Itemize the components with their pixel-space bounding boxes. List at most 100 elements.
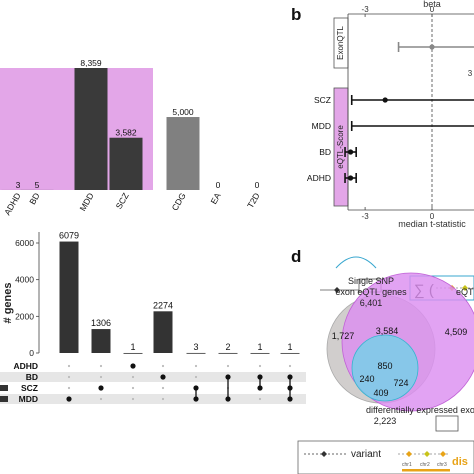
intersection-bar-6 (218, 352, 238, 354)
x-tick-t2d: T2D (245, 191, 262, 210)
top-tick-0: 0 (430, 5, 435, 14)
legend-small-label-1: chr1 (402, 462, 412, 468)
set-label-adhd: ADHD (13, 361, 38, 371)
venn-region-left-bottom: 240 (359, 374, 374, 384)
bar-label-cdg: 5,000 (172, 107, 194, 117)
x-tick-bd: BD (27, 191, 42, 206)
y-axis-title: # genes (2, 283, 14, 324)
bar-label-t2d: 0 (255, 180, 260, 190)
matrix-dot-7-adhd (258, 364, 262, 368)
venn-left-label-line2: exon eQTL genes (335, 287, 407, 297)
legend: variant chr1 chr2 chr3 dis (297, 440, 474, 474)
intersection-bar-7 (250, 352, 270, 354)
x-tick-mdd: MDD (77, 191, 95, 213)
venn-bottom-count: 2,223 (374, 416, 397, 426)
venn-bottom-label: differentially expressed exon g (366, 405, 474, 415)
x-axis-title-bottom: median t-statistic (398, 219, 466, 229)
row-label-adhd: ADHD (307, 173, 331, 183)
row-label-scz: SCZ (314, 95, 331, 105)
x-tick-scz: SCZ (114, 191, 131, 211)
venn-region-right-bottom: 724 (393, 378, 408, 388)
x-tick-cdg: CDG (170, 191, 188, 212)
intersection-label-8: 1 (287, 342, 292, 352)
y-tick-0: 0 (29, 348, 34, 358)
exon-box-bottom-icon (435, 415, 459, 432)
venn-right-label: eQT (456, 287, 474, 297)
strip-exonqtl-label: ExonQTL (336, 26, 345, 60)
y-tick-6000: 6000 (15, 238, 34, 248)
matrix-dot-7-mdd (258, 397, 262, 401)
top-tick--3: -3 (362, 5, 370, 14)
row-label-bd: BD (319, 147, 331, 157)
variant-diamond-icon (334, 287, 340, 293)
x-axis-title-top: beta (423, 0, 441, 9)
set-label-scz: SCZ (21, 383, 38, 393)
matrix-dot-2-adhd (99, 364, 103, 368)
point-estimate-2 (382, 97, 388, 103)
matrix-dot-6-adhd (226, 364, 230, 368)
intersection-bar-5 (186, 352, 206, 354)
intersection-bar-1 (59, 241, 79, 353)
intersection-bar-8 (280, 352, 300, 354)
exon-arc-icon (335, 256, 377, 269)
matrix-dot-4-bd (160, 374, 166, 380)
bar-label-mdd: 8,359 (80, 58, 102, 68)
panel-label-d: d (291, 247, 301, 266)
matrix-dot-3-adhd (130, 363, 136, 369)
venn-region-bottom-only: 409 (373, 388, 388, 398)
legend-orange-swatch (402, 469, 450, 472)
point-estimate-5 (348, 175, 354, 181)
legend-partial-label: dis (452, 456, 468, 468)
matrix-dot-3-bd (131, 375, 135, 379)
bar-label-ea: 0 (216, 180, 221, 190)
edge-tick-label: 3 (468, 69, 473, 78)
intersection-label-1: 6079 (59, 231, 79, 241)
row-label-mdd: MDD (312, 121, 331, 131)
bar-label-bd: 5 (35, 180, 40, 190)
bar-label-adhd: 3 (16, 180, 21, 190)
matrix-dot-4-scz (161, 386, 165, 390)
matrix-row-bd-shade (0, 372, 306, 382)
panel-label-b: b (291, 5, 301, 24)
venn-left-count: 6,401 (360, 298, 383, 308)
matrix-dot-8-adhd (288, 364, 292, 368)
intersection-bar-4 (153, 311, 173, 353)
bar-mdd (74, 68, 108, 190)
venn-region-right-only: 4,509 (445, 327, 468, 337)
venn-circle-bottom (351, 334, 419, 402)
y-tick-4000: 4000 (15, 275, 34, 285)
set-size-bar-mdd (0, 396, 8, 402)
matrix-dot-2-mdd (99, 397, 103, 401)
matrix-dot-1-scz (67, 386, 71, 390)
panel-d-venn-diagram: d ∑ ( Single SNP exon eQTL genes 6,401 e… (291, 247, 474, 432)
matrix-row-mdd-shade (0, 394, 306, 404)
set-size-bar-scz (0, 385, 8, 391)
intersection-bar-3 (123, 352, 143, 354)
intersection-label-7: 1 (257, 342, 262, 352)
legend-orange-marker-2 (440, 451, 446, 457)
bar-label-scz: 3,582 (115, 128, 137, 138)
legend-small-label-3: chr3 (437, 462, 447, 468)
matrix-dot-1-adhd (67, 364, 71, 368)
intersection-label-3: 1 (130, 342, 135, 352)
legend-variant-diamond-icon (321, 451, 327, 457)
matrix-dot-3-scz (131, 386, 135, 390)
matrix-dot-1-mdd (66, 396, 72, 402)
intersection-label-2: 1306 (91, 318, 111, 328)
formula-yellow-marker (462, 285, 468, 291)
matrix-dot-2-scz (98, 385, 104, 391)
panel-b-forest-plot: b beta median t-statistic 3 ExonQTL eQTL… (291, 0, 474, 229)
venn-region-all-three: 850 (377, 361, 392, 371)
legend-orange-marker (406, 451, 412, 457)
matrix-dot-1-bd (67, 375, 71, 379)
intersection-label-5: 3 (193, 342, 198, 352)
matrix-dot-3-mdd (131, 397, 135, 401)
venn-left-label-line1: Single SNP (348, 276, 394, 286)
legend-small-label-2: chr2 (420, 462, 430, 468)
point-estimate-1 (429, 44, 435, 50)
intersection-label-4: 2274 (153, 300, 173, 310)
legend-frame (297, 440, 474, 474)
strip-eqtl-score-label: eQTL-Score (336, 125, 345, 169)
